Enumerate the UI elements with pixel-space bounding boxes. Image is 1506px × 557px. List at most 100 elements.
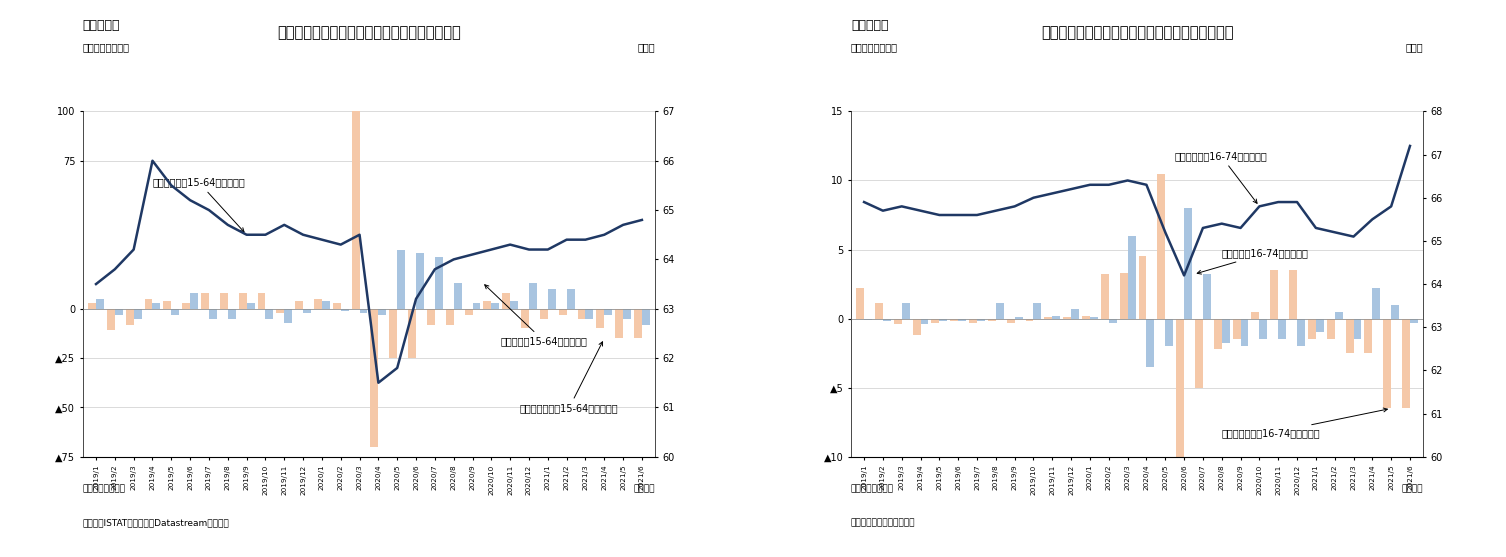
Text: （％）: （％） xyxy=(1405,42,1423,52)
Bar xyxy=(1270,270,1279,319)
Bar xyxy=(586,309,593,319)
Bar xyxy=(1026,319,1033,321)
Text: （注）季節調整値: （注）季節調整値 xyxy=(83,485,127,494)
Bar xyxy=(370,309,378,447)
Bar xyxy=(333,303,340,309)
Text: ポルトガルの失業者・非労働力人口・労働参加率: ポルトガルの失業者・非労働力人口・労働参加率 xyxy=(1041,25,1233,40)
Bar xyxy=(114,309,122,315)
Bar xyxy=(623,309,631,319)
Bar xyxy=(1184,208,1191,319)
Bar xyxy=(428,309,435,325)
Bar xyxy=(303,309,310,312)
Text: 非労働者人口（15-64才）の変化: 非労働者人口（15-64才）の変化 xyxy=(520,342,617,413)
Bar xyxy=(491,303,500,309)
Bar xyxy=(501,293,511,309)
Bar xyxy=(1410,319,1417,323)
Bar xyxy=(464,309,473,315)
Bar xyxy=(1053,316,1060,319)
Bar xyxy=(1071,309,1078,319)
Text: イタリアの失業者・非労働力人口・労働参加率: イタリアの失業者・非労働力人口・労働参加率 xyxy=(277,25,461,40)
Bar xyxy=(642,309,649,325)
Text: 失業者数（16-74才）の変化: 失業者数（16-74才）の変化 xyxy=(1197,248,1309,274)
Text: （資料）ポルトガル統計局: （資料）ポルトガル統計局 xyxy=(851,518,916,527)
Bar xyxy=(1307,319,1316,339)
Bar xyxy=(855,288,864,319)
Bar xyxy=(360,309,367,312)
Bar xyxy=(977,319,985,321)
Bar xyxy=(87,303,96,309)
Text: （月次）: （月次） xyxy=(1402,485,1423,494)
Text: （資料）ISTATのデータをDatastreamより取得: （資料）ISTATのデータをDatastreamより取得 xyxy=(83,518,229,527)
Bar xyxy=(96,299,104,309)
Bar xyxy=(1157,174,1166,319)
Bar xyxy=(1364,319,1372,353)
Bar xyxy=(398,250,405,309)
Bar xyxy=(614,309,623,338)
Bar xyxy=(172,309,179,315)
Text: （図表８）: （図表８） xyxy=(851,19,889,32)
Bar xyxy=(1044,317,1053,319)
Bar xyxy=(1119,273,1128,319)
Bar xyxy=(988,319,995,321)
Bar xyxy=(238,293,247,309)
Bar xyxy=(1279,319,1286,339)
Bar xyxy=(1221,319,1229,344)
Bar xyxy=(1241,319,1248,346)
Bar xyxy=(1063,317,1071,319)
Bar xyxy=(1146,319,1154,367)
Bar xyxy=(152,303,160,309)
Bar xyxy=(995,304,1003,319)
Bar xyxy=(1108,319,1116,323)
Bar xyxy=(893,319,902,324)
Bar xyxy=(1392,305,1399,319)
Bar xyxy=(446,309,453,325)
Bar xyxy=(1259,319,1267,339)
Text: （前月差、万人）: （前月差、万人） xyxy=(83,42,130,52)
Bar xyxy=(209,309,217,319)
Bar xyxy=(1081,316,1090,319)
Bar xyxy=(1327,319,1334,339)
Bar xyxy=(285,309,292,323)
Bar xyxy=(1176,319,1184,463)
Bar xyxy=(604,309,611,315)
Bar xyxy=(416,253,425,309)
Bar xyxy=(1166,319,1173,346)
Bar xyxy=(1402,319,1410,408)
Bar xyxy=(902,304,910,319)
Bar xyxy=(529,283,536,309)
Bar xyxy=(1194,319,1203,388)
Bar xyxy=(920,319,928,324)
Bar xyxy=(1354,319,1361,339)
Bar xyxy=(1289,270,1297,319)
Bar xyxy=(875,304,883,319)
Bar xyxy=(1203,275,1211,319)
Bar xyxy=(1345,319,1354,353)
Bar xyxy=(559,309,566,315)
Bar xyxy=(883,319,890,321)
Bar xyxy=(511,301,518,309)
Bar xyxy=(1214,319,1221,349)
Text: 労働参加率（15-64才、右軸）: 労働参加率（15-64才、右軸） xyxy=(152,177,245,232)
Bar xyxy=(389,309,398,358)
Bar xyxy=(539,309,548,319)
Bar xyxy=(864,319,872,320)
Bar xyxy=(378,309,386,315)
Text: （％）: （％） xyxy=(637,42,655,52)
Bar xyxy=(313,299,322,309)
Bar xyxy=(1015,317,1023,319)
Bar xyxy=(227,309,235,319)
Bar xyxy=(1383,319,1392,408)
Text: （前月差、万人）: （前月差、万人） xyxy=(851,42,898,52)
Bar xyxy=(473,303,480,309)
Bar xyxy=(247,303,255,309)
Bar xyxy=(145,299,152,309)
Bar xyxy=(940,319,947,321)
Bar xyxy=(220,293,227,309)
Bar xyxy=(1372,288,1379,319)
Text: （月次）: （月次） xyxy=(634,485,655,494)
Bar xyxy=(548,289,556,309)
Bar xyxy=(958,319,965,321)
Bar xyxy=(340,309,348,311)
Bar xyxy=(163,301,172,309)
Bar xyxy=(453,283,461,309)
